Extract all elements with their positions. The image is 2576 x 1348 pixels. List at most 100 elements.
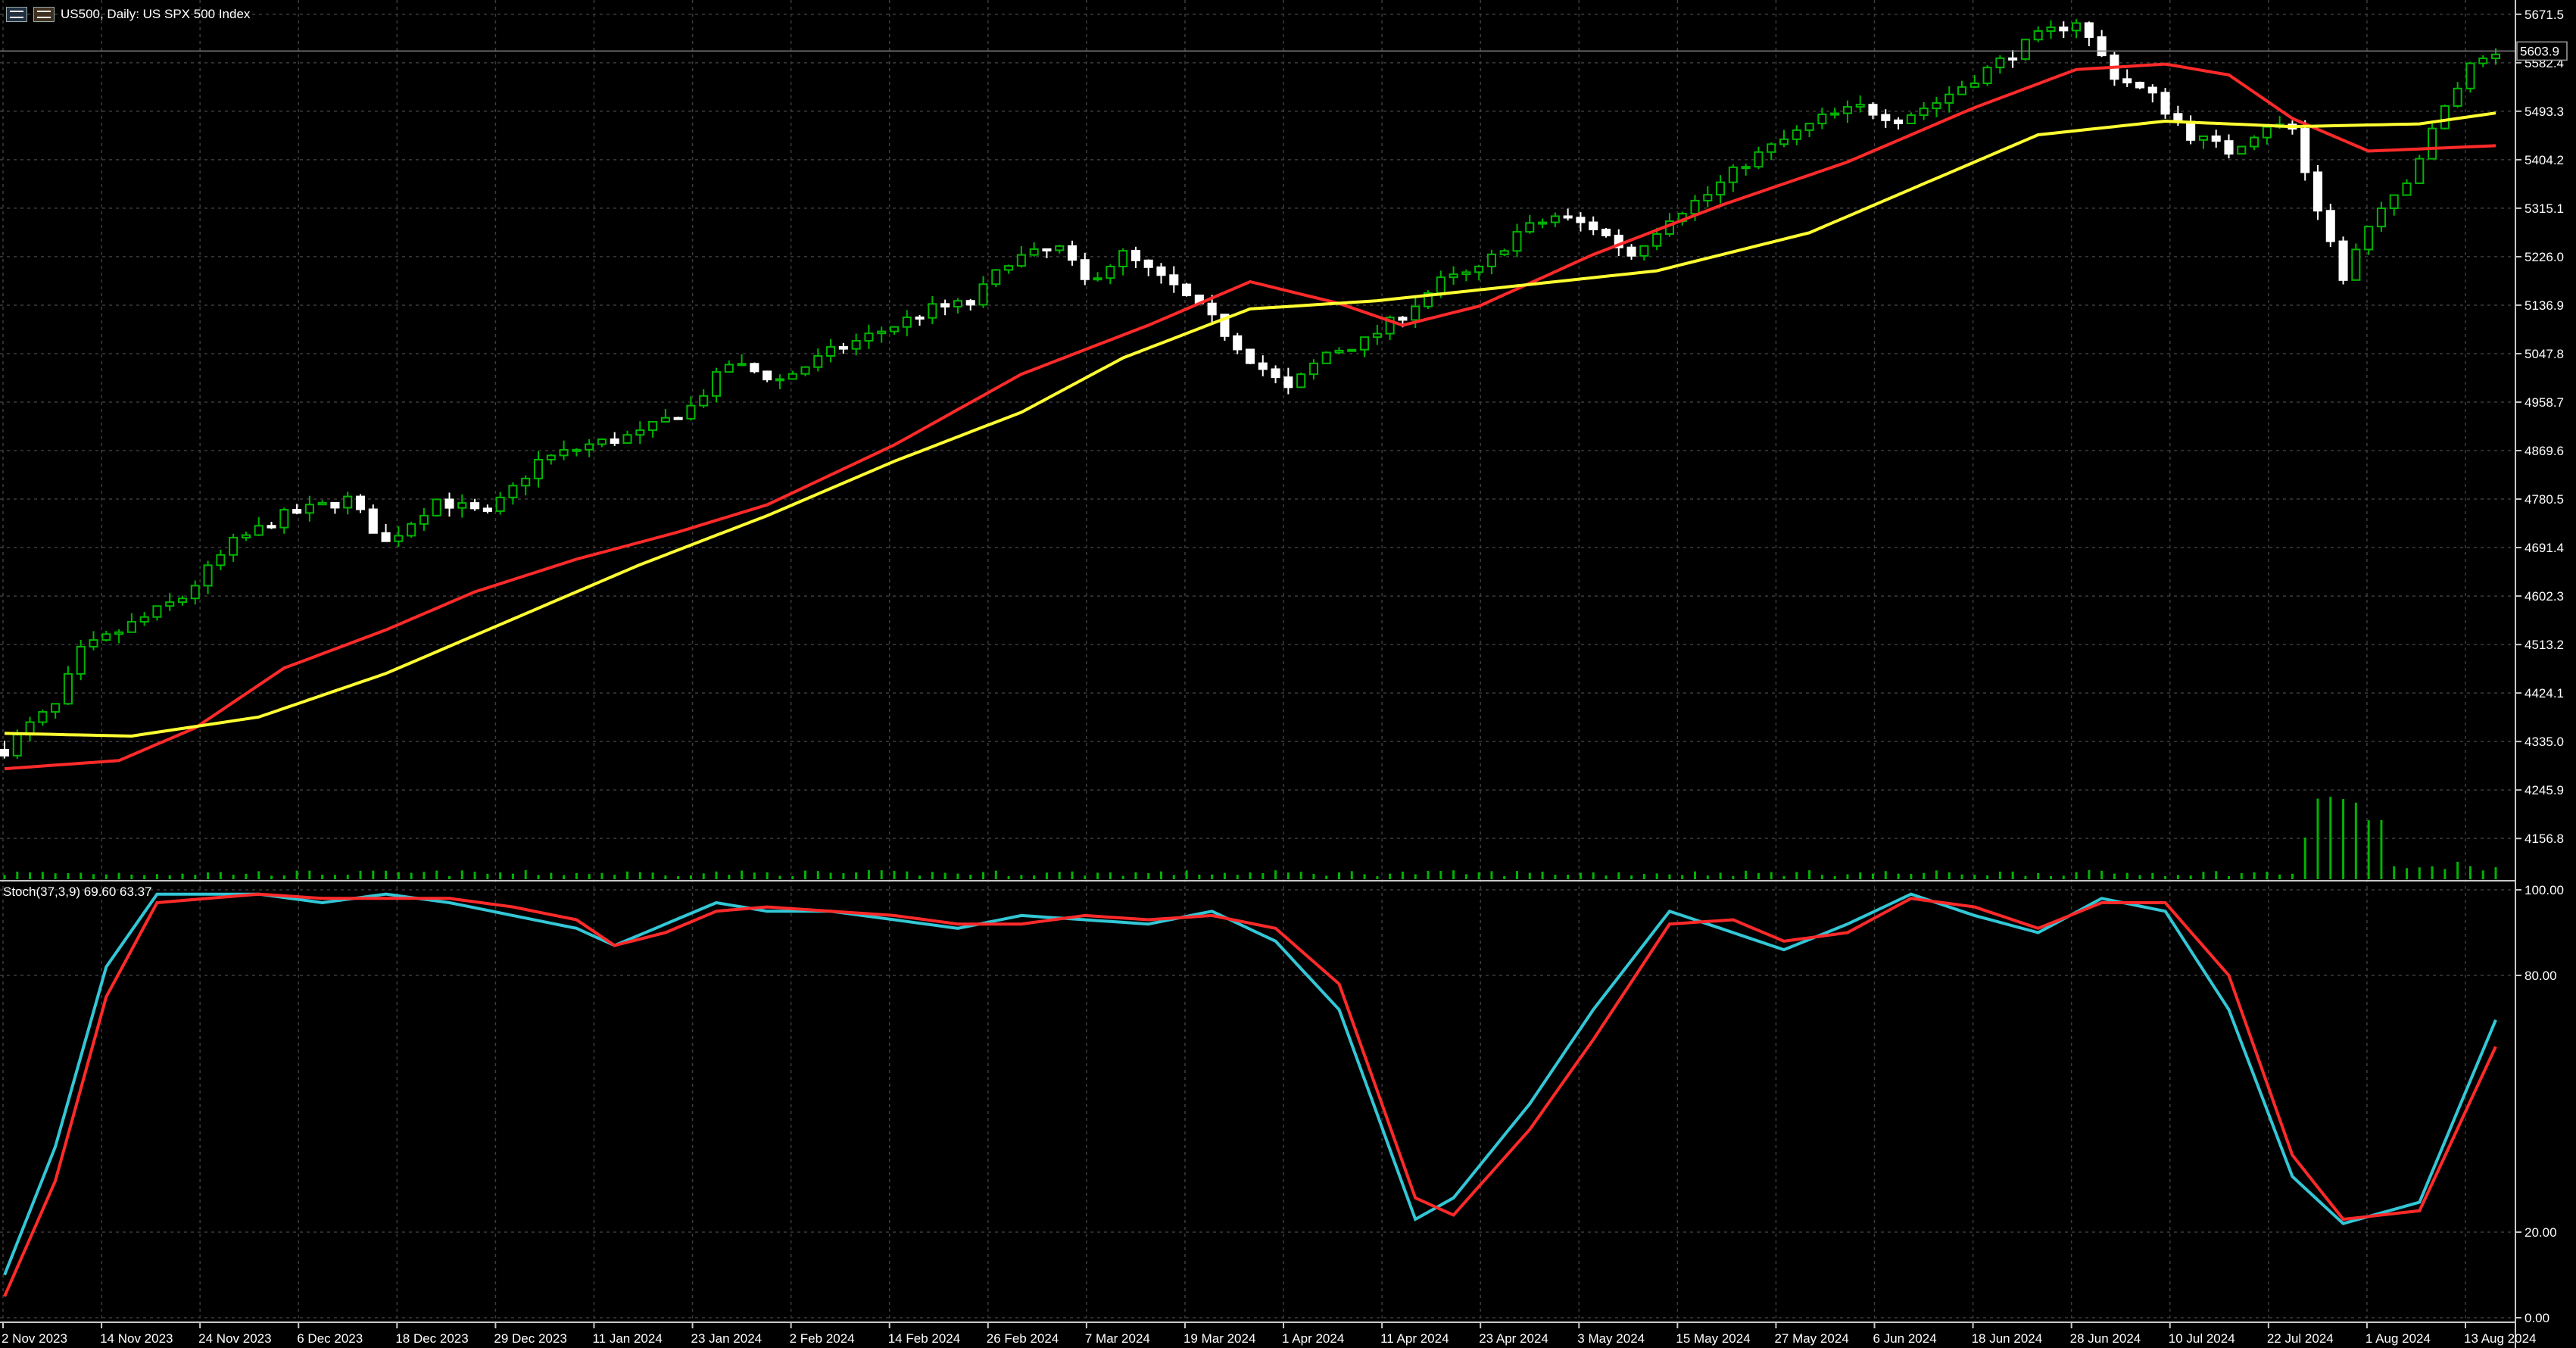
candle-body — [1411, 305, 1421, 321]
time-tick-label: 28 Jun 2024 — [2070, 1331, 2141, 1346]
candle-body — [572, 448, 582, 452]
time-tick-label: 6 Dec 2023 — [297, 1331, 363, 1346]
candle-body — [241, 534, 251, 538]
chart-mode-icon — [33, 7, 55, 22]
candle-body — [1106, 265, 1115, 279]
price-tick-label: 4245.9 — [2525, 783, 2564, 797]
candle-body — [1499, 250, 1509, 255]
candle-body — [775, 378, 784, 382]
candle-body — [1716, 181, 1726, 196]
candle-body — [1703, 194, 1713, 201]
candle-body — [2325, 210, 2335, 242]
candle-body — [2338, 240, 2348, 281]
candle-body — [2122, 78, 2132, 84]
candle-body — [1372, 332, 1382, 339]
candle-body — [1563, 215, 1573, 219]
axes — [0, 0, 2516, 1348]
candle-body — [38, 711, 48, 723]
price-tick-label: 5136.9 — [2525, 298, 2564, 313]
candle-body — [2465, 62, 2475, 89]
candle-body — [1779, 138, 1789, 145]
candle-body — [267, 525, 276, 529]
candle-body — [1258, 362, 1268, 370]
candle-body — [216, 554, 226, 566]
candle-body — [610, 438, 619, 445]
time-tick-label: 2 Feb 2024 — [790, 1331, 855, 1346]
candle-body — [190, 585, 200, 600]
candle-body — [2351, 248, 2361, 281]
candle-body — [965, 300, 975, 306]
candle-body — [1067, 245, 1077, 261]
candle-body — [457, 502, 467, 509]
candle-body — [229, 536, 239, 556]
time-tick-label: 7 Mar 2024 — [1085, 1331, 1150, 1346]
candle-body — [1550, 215, 1560, 223]
price-tick-label: 4958.7 — [2525, 395, 2564, 410]
candle-body — [2186, 120, 2196, 141]
candle-body — [1830, 112, 1840, 116]
candle-body — [254, 525, 264, 536]
candle-body — [1042, 248, 1052, 251]
candle-body — [1118, 250, 1128, 267]
candle-body — [750, 363, 759, 373]
volume-bars — [3, 797, 2497, 879]
candle-body — [1156, 266, 1166, 276]
candle-body — [2402, 182, 2412, 196]
time-tick-label: 2 Nov 2023 — [2, 1331, 67, 1346]
candle-body — [1525, 222, 1535, 233]
candle-body — [2084, 22, 2094, 38]
candle-body — [2300, 128, 2310, 173]
candle-body — [1754, 151, 1764, 168]
price-tick-label: 5315.1 — [2525, 201, 2564, 216]
time-tick-label: 1 Apr 2024 — [1282, 1331, 1344, 1346]
price-tick-label: 4424.1 — [2525, 686, 2564, 701]
time-tick-label: 15 May 2024 — [1676, 1331, 1750, 1346]
candle-body — [546, 454, 556, 461]
candle-body — [915, 316, 925, 320]
candle-body — [1868, 104, 1878, 116]
candle-body — [2262, 126, 2272, 139]
candle-body — [2097, 36, 2107, 57]
candle-body — [1169, 274, 1179, 286]
time-tick-label: 11 Jan 2024 — [592, 1331, 662, 1346]
price-tick-label: 4869.6 — [2525, 444, 2564, 458]
moving-average-line — [4, 62, 2496, 771]
candle-body — [394, 535, 404, 542]
candle-body — [889, 326, 900, 332]
candle-body — [622, 434, 632, 445]
candle-body — [368, 508, 378, 534]
time-tick-label: 10 Jul 2024 — [2169, 1331, 2235, 1346]
candle-body — [877, 330, 887, 335]
candle-body — [51, 703, 61, 713]
candle-body — [800, 366, 810, 375]
axis-labels: 5671.55582.45493.35404.25315.15226.05136… — [2, 8, 2568, 1346]
candle-body — [1792, 129, 1801, 140]
time-tick-label: 6 Jun 2024 — [1873, 1331, 1937, 1346]
candle-body — [699, 395, 709, 407]
candle-body — [1334, 349, 1344, 354]
candle-body — [1461, 271, 1471, 276]
candle-body — [2046, 27, 2056, 33]
candle-body — [1474, 265, 1484, 273]
candle-body — [2440, 105, 2450, 129]
candle-body — [826, 346, 836, 357]
candle-body — [1347, 348, 1357, 352]
candle-body — [1245, 348, 1255, 364]
candle-body — [2250, 136, 2259, 148]
price-tick-label: 4156.8 — [2525, 832, 2564, 846]
moving-average-line — [4, 111, 2496, 738]
candle-body — [2428, 127, 2437, 160]
symbol-title: US500, Daily: US SPX 500 Index — [61, 7, 251, 21]
time-tick-label: 22 Jul 2024 — [2267, 1331, 2334, 1346]
stoch-tick-label: 80.00 — [2525, 969, 2557, 983]
stoch-tick-label: 0.00 — [2525, 1311, 2549, 1325]
candle-body — [304, 504, 314, 514]
price-tick-label: 4513.2 — [2525, 638, 2564, 652]
candle-body — [165, 601, 175, 607]
candle-body — [63, 672, 73, 705]
time-tick-label: 13 Aug 2024 — [2464, 1331, 2536, 1346]
candle-body — [1308, 362, 1318, 376]
candle-body — [1385, 317, 1395, 335]
candle-body — [2364, 226, 2374, 251]
